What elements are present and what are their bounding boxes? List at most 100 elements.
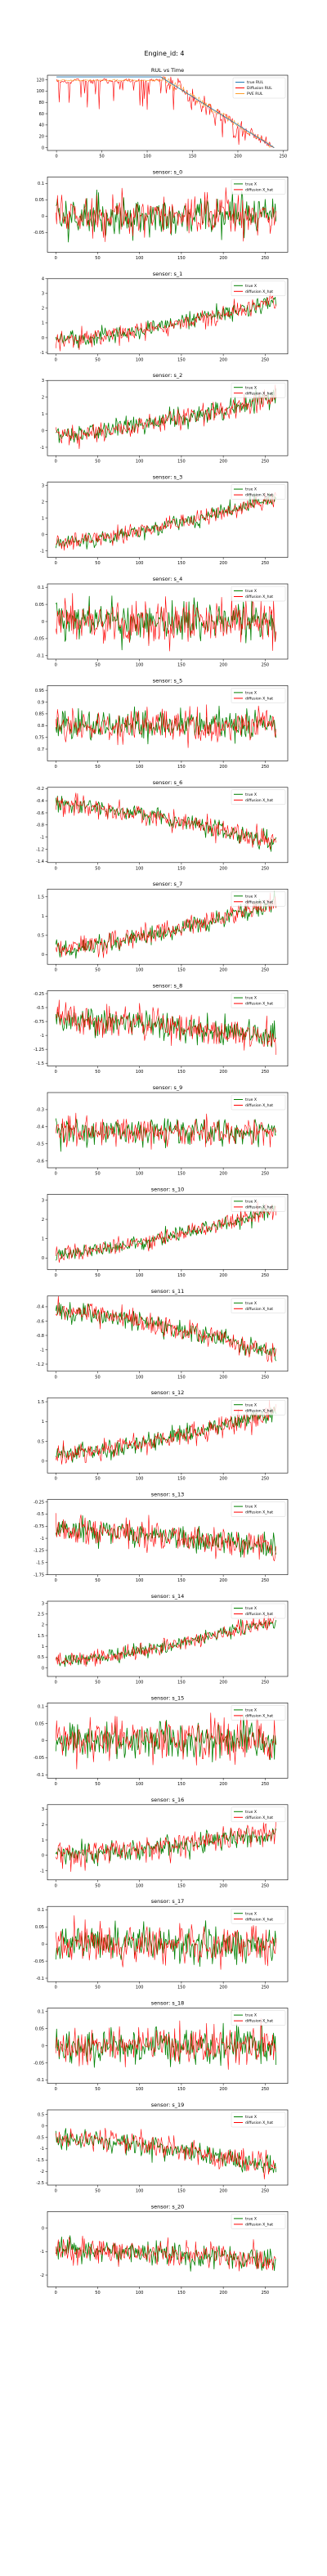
chart-series-group xyxy=(55,1400,277,1465)
y-tick-label: 1 xyxy=(42,412,44,417)
series-line-diffusion-x-hat xyxy=(55,792,276,850)
x-tick-label: 100 xyxy=(136,2291,144,2296)
x-tick-label: 100 xyxy=(136,460,144,464)
legend-label: true X xyxy=(245,589,257,594)
x-tick-label: 250 xyxy=(262,1681,270,1685)
y-tick-label: -1 xyxy=(40,1034,44,1039)
x-tick-label: 250 xyxy=(262,2087,270,2092)
y-tick-label: -1 xyxy=(40,835,44,840)
x-tick-label: 0 xyxy=(55,968,57,973)
chart-series-group xyxy=(55,1295,277,1363)
series-line-diffusion-x-hat xyxy=(55,1513,276,1562)
legend-box xyxy=(231,2214,286,2229)
x-tick-label: 250 xyxy=(262,1070,270,1075)
x-tick-label: 200 xyxy=(219,1477,227,1482)
x-tick-label: 50 xyxy=(95,561,100,566)
legend-label: true X xyxy=(245,487,257,492)
x-tick-label: 100 xyxy=(136,1070,144,1075)
legend-label: diffusion X_hat xyxy=(245,1714,273,1719)
x-tick-label: 250 xyxy=(262,1883,270,1888)
chart-panel-6: sensor: s_5 0 50 100 150 200 250 0.7 0.75 0.8 0.85… xyxy=(35,677,289,770)
chart-axes-frame xyxy=(47,685,289,761)
x-tick-label: 200 xyxy=(219,765,227,770)
chart-axes-frame xyxy=(47,1194,289,1270)
chart-title: sensor: s_4 xyxy=(153,576,182,582)
y-tick-label: 4 xyxy=(42,277,44,282)
y-tick-label: 0.75 xyxy=(35,735,44,740)
series-line-true-x xyxy=(55,1515,277,1558)
series-line-diffusion-x-hat xyxy=(55,384,276,450)
x-tick-label: 250 xyxy=(262,1578,270,1583)
y-tick-label: -1.25 xyxy=(34,1048,44,1052)
y-tick-label: -0.05 xyxy=(34,2061,44,2066)
chart-panel-16: sensor: s_15 0 50 100 150 200 250 -0.1 -0.05 0 0.0… xyxy=(34,1694,289,1787)
series-line-diffusion-x-hat xyxy=(55,593,276,652)
x-tick-label: 0 xyxy=(55,2189,57,2194)
x-tick-label: 100 xyxy=(136,866,144,871)
y-tick-label: -1.2 xyxy=(36,847,44,852)
legend-label: true RUL xyxy=(247,80,263,85)
y-tick-label: -2.5 xyxy=(36,2181,44,2186)
x-tick-label: 200 xyxy=(219,256,227,261)
chart-series-group xyxy=(55,1513,277,1562)
chart-panel-11: sensor: s_10 0 50 100 150 200 250 0 1 2 3 true Xdif… xyxy=(42,1186,289,1278)
x-tick-label: 200 xyxy=(219,561,227,566)
chart-axes-frame xyxy=(47,1499,289,1575)
chart-series-group xyxy=(55,384,277,450)
legend-label: diffusion X_hat xyxy=(245,188,273,193)
legend-box xyxy=(231,1806,286,1823)
series-line-diffusion-x-hat xyxy=(55,1822,276,1872)
chart-title: sensor: s_3 xyxy=(153,474,182,481)
y-tick-label: -2 xyxy=(40,2170,44,2174)
x-tick-label: 100 xyxy=(136,2189,144,2194)
x-tick-label: 0 xyxy=(55,256,57,261)
chart-axes-frame xyxy=(47,278,289,355)
y-tick-label: 0.5 xyxy=(38,1439,44,1444)
legend-label: diffusion X_hat xyxy=(245,2019,273,2024)
legend-label: true X xyxy=(245,2115,257,2120)
y-tick-label: -0.2 xyxy=(36,787,44,792)
x-tick-label: 200 xyxy=(219,357,227,362)
legend-label: true X xyxy=(245,1402,257,1407)
x-tick-label: 200 xyxy=(219,1070,227,1075)
x-tick-label: 250 xyxy=(262,1782,270,1787)
y-tick-label: 2 xyxy=(42,1823,44,1828)
y-tick-label: -1.5 xyxy=(36,1561,44,1566)
series-line-diffusion-x-hat xyxy=(55,1712,276,1770)
chart-series-group xyxy=(55,1200,276,1263)
x-tick-label: 200 xyxy=(219,1782,227,1787)
chart-axes-frame xyxy=(47,74,289,151)
x-tick-label: 250 xyxy=(262,2189,270,2194)
y-tick-label: -0.05 xyxy=(34,1756,44,1761)
x-tick-label: 250 xyxy=(262,663,270,668)
legend-label: true X xyxy=(245,1606,257,1611)
y-tick-label: 3 xyxy=(42,379,44,384)
y-tick-label: 3 xyxy=(42,1601,44,1606)
y-tick-label: -0.6 xyxy=(36,811,44,816)
x-tick-label: 250 xyxy=(262,1986,270,1990)
y-tick-label: 120 xyxy=(36,78,44,83)
legend-label: diffusion X_hat xyxy=(245,595,273,599)
y-tick-label: -1 xyxy=(40,549,44,554)
y-tick-label: -2 xyxy=(40,2273,44,2278)
x-tick-label: 0 xyxy=(55,1578,57,1583)
x-tick-label: 200 xyxy=(219,1375,227,1380)
y-tick-label: 0.8 xyxy=(38,724,44,729)
x-tick-label: 50 xyxy=(95,1375,100,1380)
x-tick-label: 250 xyxy=(262,1172,270,1177)
x-tick-label: 100 xyxy=(136,256,144,261)
legend-label: diffusion X_hat xyxy=(245,289,273,294)
x-tick-label: 50 xyxy=(99,155,104,159)
y-tick-label: -0.05 xyxy=(34,1959,44,1964)
x-tick-label: 100 xyxy=(136,765,144,770)
x-tick-label: 150 xyxy=(177,1986,186,1990)
x-tick-label: 100 xyxy=(136,968,144,973)
